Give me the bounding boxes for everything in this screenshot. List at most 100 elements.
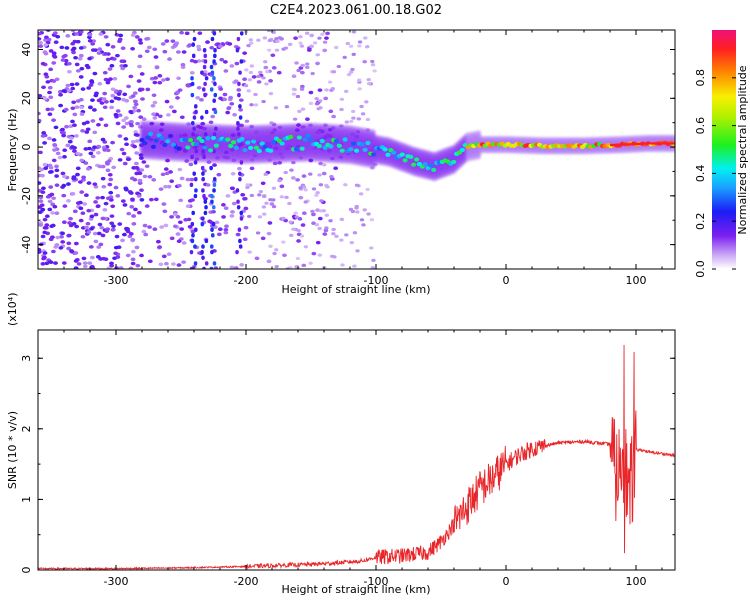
spectrogram-cell bbox=[317, 173, 322, 177]
spectrogram-cell bbox=[57, 155, 63, 160]
spectrogram-cell bbox=[163, 223, 169, 228]
spectrogram-cell bbox=[90, 255, 95, 260]
ridge-blob bbox=[248, 145, 254, 151]
spectrogram-cell bbox=[233, 266, 239, 269]
spectrogram-cell bbox=[123, 63, 128, 68]
spectrogram-cell bbox=[143, 232, 149, 237]
spectrogram-streak-cell bbox=[191, 210, 196, 216]
spectrogram-cell bbox=[356, 117, 361, 121]
spectrogram-cell bbox=[229, 102, 235, 106]
spectrogram-cell bbox=[357, 44, 362, 48]
spectrogram-cell bbox=[111, 224, 116, 228]
spectrogram-cell bbox=[74, 224, 79, 229]
spectrogram-cell bbox=[115, 53, 120, 58]
spectrogram-cell bbox=[319, 199, 324, 203]
spectrogram-cell bbox=[60, 171, 66, 176]
spectrogram-cell bbox=[81, 256, 87, 261]
spectrogram-streak-cell bbox=[204, 109, 209, 115]
snr-plot-area bbox=[38, 330, 675, 570]
spectrogram-cell bbox=[66, 182, 71, 186]
spectrogram-cell bbox=[272, 251, 277, 256]
spectrogram-cell bbox=[72, 209, 78, 214]
spectrogram-cell bbox=[315, 240, 321, 245]
ridge-blob bbox=[422, 162, 428, 167]
spectrogram-cell bbox=[271, 66, 277, 70]
spectrogram-streak-cell bbox=[209, 266, 214, 269]
spectrogram-streak-cell bbox=[203, 92, 207, 98]
spectrogram-cell bbox=[119, 59, 125, 63]
spectrogram-cell bbox=[299, 70, 305, 75]
spectrogram-cell bbox=[65, 143, 71, 148]
ridge-blob bbox=[199, 138, 205, 144]
ridge-blob bbox=[268, 148, 274, 153]
ridge-blob bbox=[333, 138, 340, 144]
spectrogram-cell bbox=[247, 214, 252, 219]
spectrogram-streak-cell bbox=[193, 261, 198, 266]
spectrogram-cell bbox=[175, 215, 181, 219]
spectrogram-cell bbox=[188, 162, 194, 167]
spectrogram-cell bbox=[327, 80, 333, 84]
spectrogram-cell bbox=[284, 105, 290, 109]
ridge-blob bbox=[428, 163, 434, 168]
spectrogram-cell bbox=[134, 161, 139, 166]
spectrogram-cell bbox=[157, 73, 163, 78]
spectrogram-cell bbox=[93, 239, 99, 244]
spectrogram-cell bbox=[121, 151, 127, 156]
spectrogram-cell bbox=[85, 167, 91, 171]
spectrogram-streak-cell bbox=[237, 92, 241, 98]
spectrogram-cell bbox=[97, 164, 103, 169]
spectrogram-streak-cell bbox=[190, 92, 195, 98]
spectrogram-cell bbox=[105, 42, 111, 47]
spectrogram-cell bbox=[177, 88, 183, 92]
spectrogram-cell bbox=[38, 37, 42, 41]
spectrogram-cell bbox=[78, 46, 84, 50]
spectrogram-cell bbox=[95, 196, 101, 200]
y-tick-label: 0 bbox=[20, 144, 33, 151]
spectrogram-cell bbox=[107, 182, 113, 187]
spectrogram-cell bbox=[136, 210, 142, 215]
spectrogram-cell bbox=[145, 87, 151, 92]
spectrogram-cell bbox=[113, 245, 119, 250]
spectrogram-cell bbox=[287, 42, 293, 46]
spectrogram-cell bbox=[325, 185, 330, 189]
spectrogram-cell bbox=[100, 233, 106, 238]
spectrogram-cell bbox=[78, 53, 84, 58]
spectrogram-streak-cell bbox=[203, 210, 208, 216]
spectrogram-cell bbox=[51, 51, 57, 55]
spectrogram-cell bbox=[370, 59, 375, 64]
spectrogram-cell bbox=[133, 207, 138, 212]
spectrogram-cell bbox=[89, 79, 95, 83]
spectrogram-cell bbox=[125, 229, 131, 234]
x-tick-label: -100 bbox=[364, 575, 389, 588]
spectrogram-cell bbox=[229, 265, 235, 269]
spectrogram-cell bbox=[309, 44, 314, 49]
spectrogram-cell bbox=[249, 64, 255, 68]
spectrogram-streak-cell bbox=[238, 238, 242, 244]
spectrogram-cell bbox=[125, 157, 131, 162]
spectrogram-cell bbox=[291, 74, 297, 79]
spectrogram-cell bbox=[169, 236, 175, 241]
spectrogram-cell bbox=[339, 217, 345, 221]
spectrogram-cell bbox=[130, 261, 136, 266]
spectrogram-cell bbox=[345, 41, 351, 46]
spectrogram-cell bbox=[166, 252, 172, 257]
spectrogram-streak-cell bbox=[190, 81, 195, 87]
snr-y-scale-label: (x10⁴) bbox=[6, 293, 19, 327]
ridge-blob bbox=[162, 142, 168, 148]
spectrogram-cell bbox=[339, 107, 344, 112]
spectrogram-cell bbox=[321, 171, 327, 176]
spectrogram-cell bbox=[42, 141, 47, 145]
spectrogram-cell bbox=[370, 266, 376, 269]
ridge-blob bbox=[142, 140, 148, 146]
spectrogram-streak-cell bbox=[210, 36, 215, 42]
spectrogram-cell bbox=[40, 190, 46, 195]
spectrogram-cell bbox=[109, 221, 115, 226]
spectrogram-cell bbox=[100, 216, 106, 221]
spectrogram-cell bbox=[225, 194, 231, 198]
spectrogram-cell bbox=[308, 90, 314, 95]
spectrogram-streak-cell bbox=[212, 31, 217, 36]
spectrogram-streak-cell bbox=[201, 244, 205, 249]
ridge-blob bbox=[150, 144, 157, 149]
spectrogram-cell bbox=[104, 229, 110, 234]
spectrogram-cell bbox=[118, 33, 124, 38]
